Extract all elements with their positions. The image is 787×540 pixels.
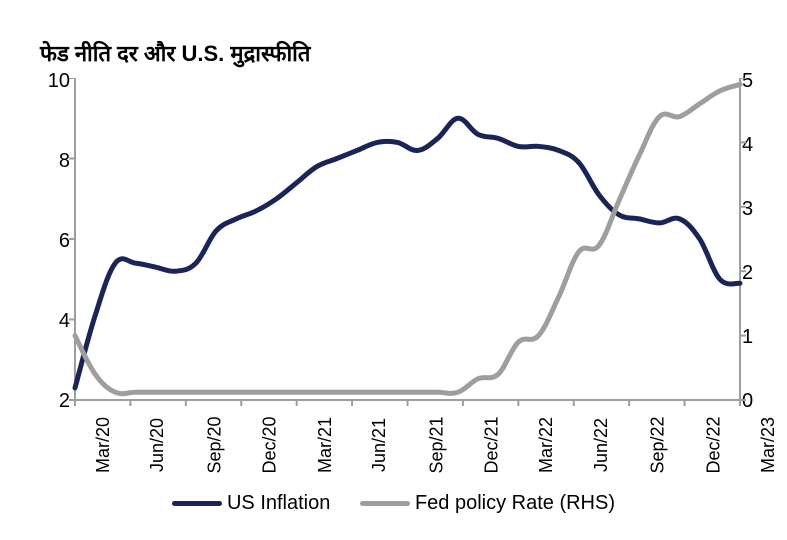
x-tick-label: Mar/21 [315, 417, 336, 473]
legend-label-fedrate: Fed policy Rate (RHS) [415, 492, 615, 515]
chart-container: फेड नीति दर और U.S. मुद्रास्फीति 10 8 6 … [20, 20, 767, 520]
plot-area [75, 78, 740, 400]
legend-item-inflation: US Inflation [172, 492, 330, 515]
x-tick-label: Sep/22 [648, 416, 669, 473]
x-tick-label: Jun/21 [369, 418, 390, 472]
x-tick-label: Dec/22 [703, 416, 724, 473]
x-tick-label: Sep/21 [426, 416, 447, 473]
legend-item-fedrate: Fed policy Rate (RHS) [360, 492, 615, 515]
x-tick-label: Jun/22 [591, 418, 612, 472]
legend-label-inflation: US Inflation [227, 492, 330, 515]
x-tick-label: Mar/22 [536, 417, 557, 473]
legend: US Inflation Fed policy Rate (RHS) [20, 489, 767, 515]
legend-line-inflation [172, 501, 222, 506]
chart-svg [67, 78, 748, 414]
x-tick-label: Mar/20 [93, 417, 114, 473]
x-tick-label: Jun/20 [147, 418, 168, 472]
x-tick-label: Sep/20 [204, 416, 225, 473]
x-tick-label: Dec/21 [481, 416, 502, 473]
x-tick-label: Dec/20 [260, 416, 281, 473]
x-tick-label: Mar/23 [758, 417, 779, 473]
chart-title: फेड नीति दर और U.S. मुद्रास्फीति [40, 38, 310, 68]
legend-line-fedrate [360, 501, 410, 506]
